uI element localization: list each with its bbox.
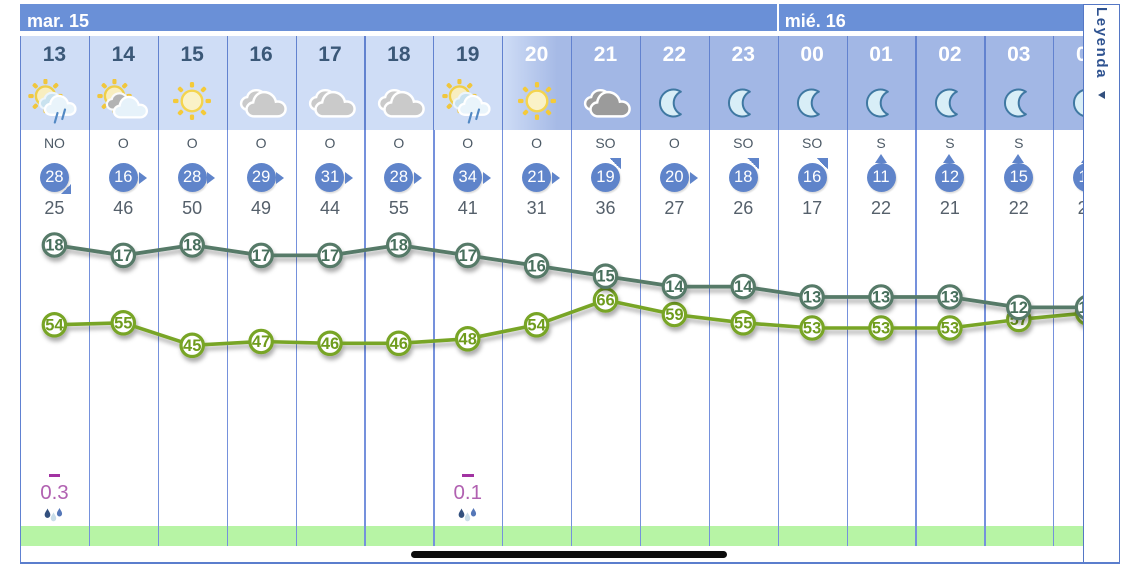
svg-text:17: 17 bbox=[321, 247, 339, 265]
svg-text:15: 15 bbox=[596, 268, 614, 286]
svg-text:55: 55 bbox=[734, 314, 752, 332]
svg-text:46: 46 bbox=[390, 335, 408, 353]
svg-text:12: 12 bbox=[1010, 299, 1028, 317]
svg-text:54: 54 bbox=[527, 316, 546, 334]
svg-text:17: 17 bbox=[459, 247, 477, 265]
svg-text:46: 46 bbox=[321, 335, 339, 353]
svg-text:55: 55 bbox=[114, 314, 132, 332]
svg-text:53: 53 bbox=[803, 320, 821, 338]
svg-text:66: 66 bbox=[596, 292, 614, 310]
svg-text:18: 18 bbox=[45, 237, 63, 255]
svg-text:18: 18 bbox=[183, 237, 201, 255]
svg-text:14: 14 bbox=[734, 278, 753, 296]
svg-text:13: 13 bbox=[803, 289, 821, 307]
svg-text:47: 47 bbox=[252, 333, 270, 351]
svg-text:16: 16 bbox=[527, 257, 545, 275]
svg-text:53: 53 bbox=[941, 320, 959, 338]
svg-text:18: 18 bbox=[390, 237, 408, 255]
svg-text:17: 17 bbox=[114, 247, 132, 265]
svg-text:45: 45 bbox=[183, 337, 201, 355]
svg-text:59: 59 bbox=[665, 306, 683, 324]
svg-text:54: 54 bbox=[45, 316, 64, 334]
svg-text:13: 13 bbox=[941, 289, 959, 307]
svg-text:53: 53 bbox=[872, 320, 890, 338]
svg-text:48: 48 bbox=[459, 330, 477, 348]
svg-text:17: 17 bbox=[252, 247, 270, 265]
svg-text:14: 14 bbox=[665, 278, 684, 296]
svg-text:12: 12 bbox=[1078, 299, 1083, 317]
svg-text:13: 13 bbox=[872, 289, 890, 307]
